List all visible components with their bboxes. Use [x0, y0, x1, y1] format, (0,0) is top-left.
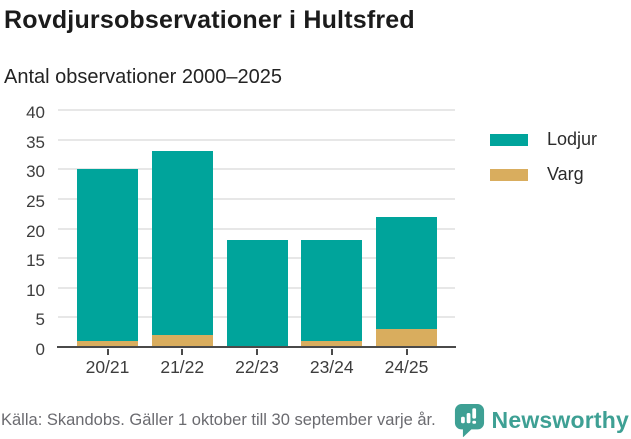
footer: Källa: Skandobs. Gäller 1 oktober till 3…	[1, 401, 629, 439]
newsworthy-bubble-chart-icon	[454, 404, 484, 437]
x-axis-tick	[106, 348, 109, 355]
legend-label-lodjur: Lodjur	[547, 129, 598, 149]
gridline-20	[58, 227, 455, 230]
x-axis-tick	[405, 348, 408, 355]
bar-segment-lodjur-23/24	[301, 240, 363, 342]
x-axis-line	[57, 345, 456, 348]
x-axis-tick	[330, 348, 333, 355]
gridline-25	[58, 197, 455, 200]
y-axis-tick-label: 35	[26, 132, 45, 152]
legend-swatch-lodjur	[490, 133, 528, 146]
x-axis-tick-label: 23/24	[309, 357, 354, 377]
gridline-30	[58, 168, 455, 171]
y-axis-tick-label: 20	[26, 221, 45, 241]
x-axis-tick-label: 21/22	[160, 357, 205, 377]
legend: Lodjur Varg	[490, 129, 597, 185]
source-note: Källa: Skandobs. Gäller 1 oktober till 3…	[1, 410, 436, 429]
legend-label-varg: Varg	[547, 164, 584, 184]
newsworthy-wordmark: Newsworthy	[491, 406, 629, 433]
y-axis-tick-label: 30	[26, 162, 45, 182]
bar-segment-lodjur-22/23	[226, 240, 288, 347]
y-axis-tick-label: 10	[26, 280, 45, 300]
gridline-40	[58, 109, 455, 111]
x-axis-tick	[181, 348, 184, 355]
y-axis-tick-label: 40	[26, 103, 45, 122]
bar-segment-lodjur-20/21	[77, 169, 138, 342]
x-axis-tick-label: 24/25	[384, 357, 429, 377]
newsworthy-logo[interactable]: Newsworthy	[454, 403, 629, 437]
bar-segment-lodjur-21/22	[151, 151, 213, 336]
x-axis-tick-label: 20/21	[85, 357, 130, 377]
chart-subtitle: Antal observationer 2000–2025	[4, 66, 282, 88]
legend-swatch-varg	[490, 168, 528, 181]
legend-item-varg: Varg	[490, 164, 597, 185]
y-axis-tick-label: 0	[35, 340, 45, 359]
chart-title: Rovdjursobservationer i Hultsfred	[4, 6, 415, 34]
y-axis-tick-label: 15	[26, 251, 45, 271]
y-axis-tick-label: 5	[35, 310, 45, 330]
bar-segment-varg-21/22	[151, 335, 213, 347]
bar-segment-varg-23/24	[301, 341, 363, 347]
bar-segment-varg-20/21	[77, 341, 138, 347]
x-axis-tick	[256, 348, 258, 355]
y-axis-tick-label: 25	[26, 191, 45, 211]
bar-segment-varg-24/25	[376, 329, 437, 347]
x-axis-tick-label: 22/23	[235, 357, 279, 377]
legend-item-lodjur: Lodjur	[490, 129, 597, 150]
bar-segment-lodjur-24/25	[376, 216, 437, 330]
gridline-35	[58, 138, 455, 141]
